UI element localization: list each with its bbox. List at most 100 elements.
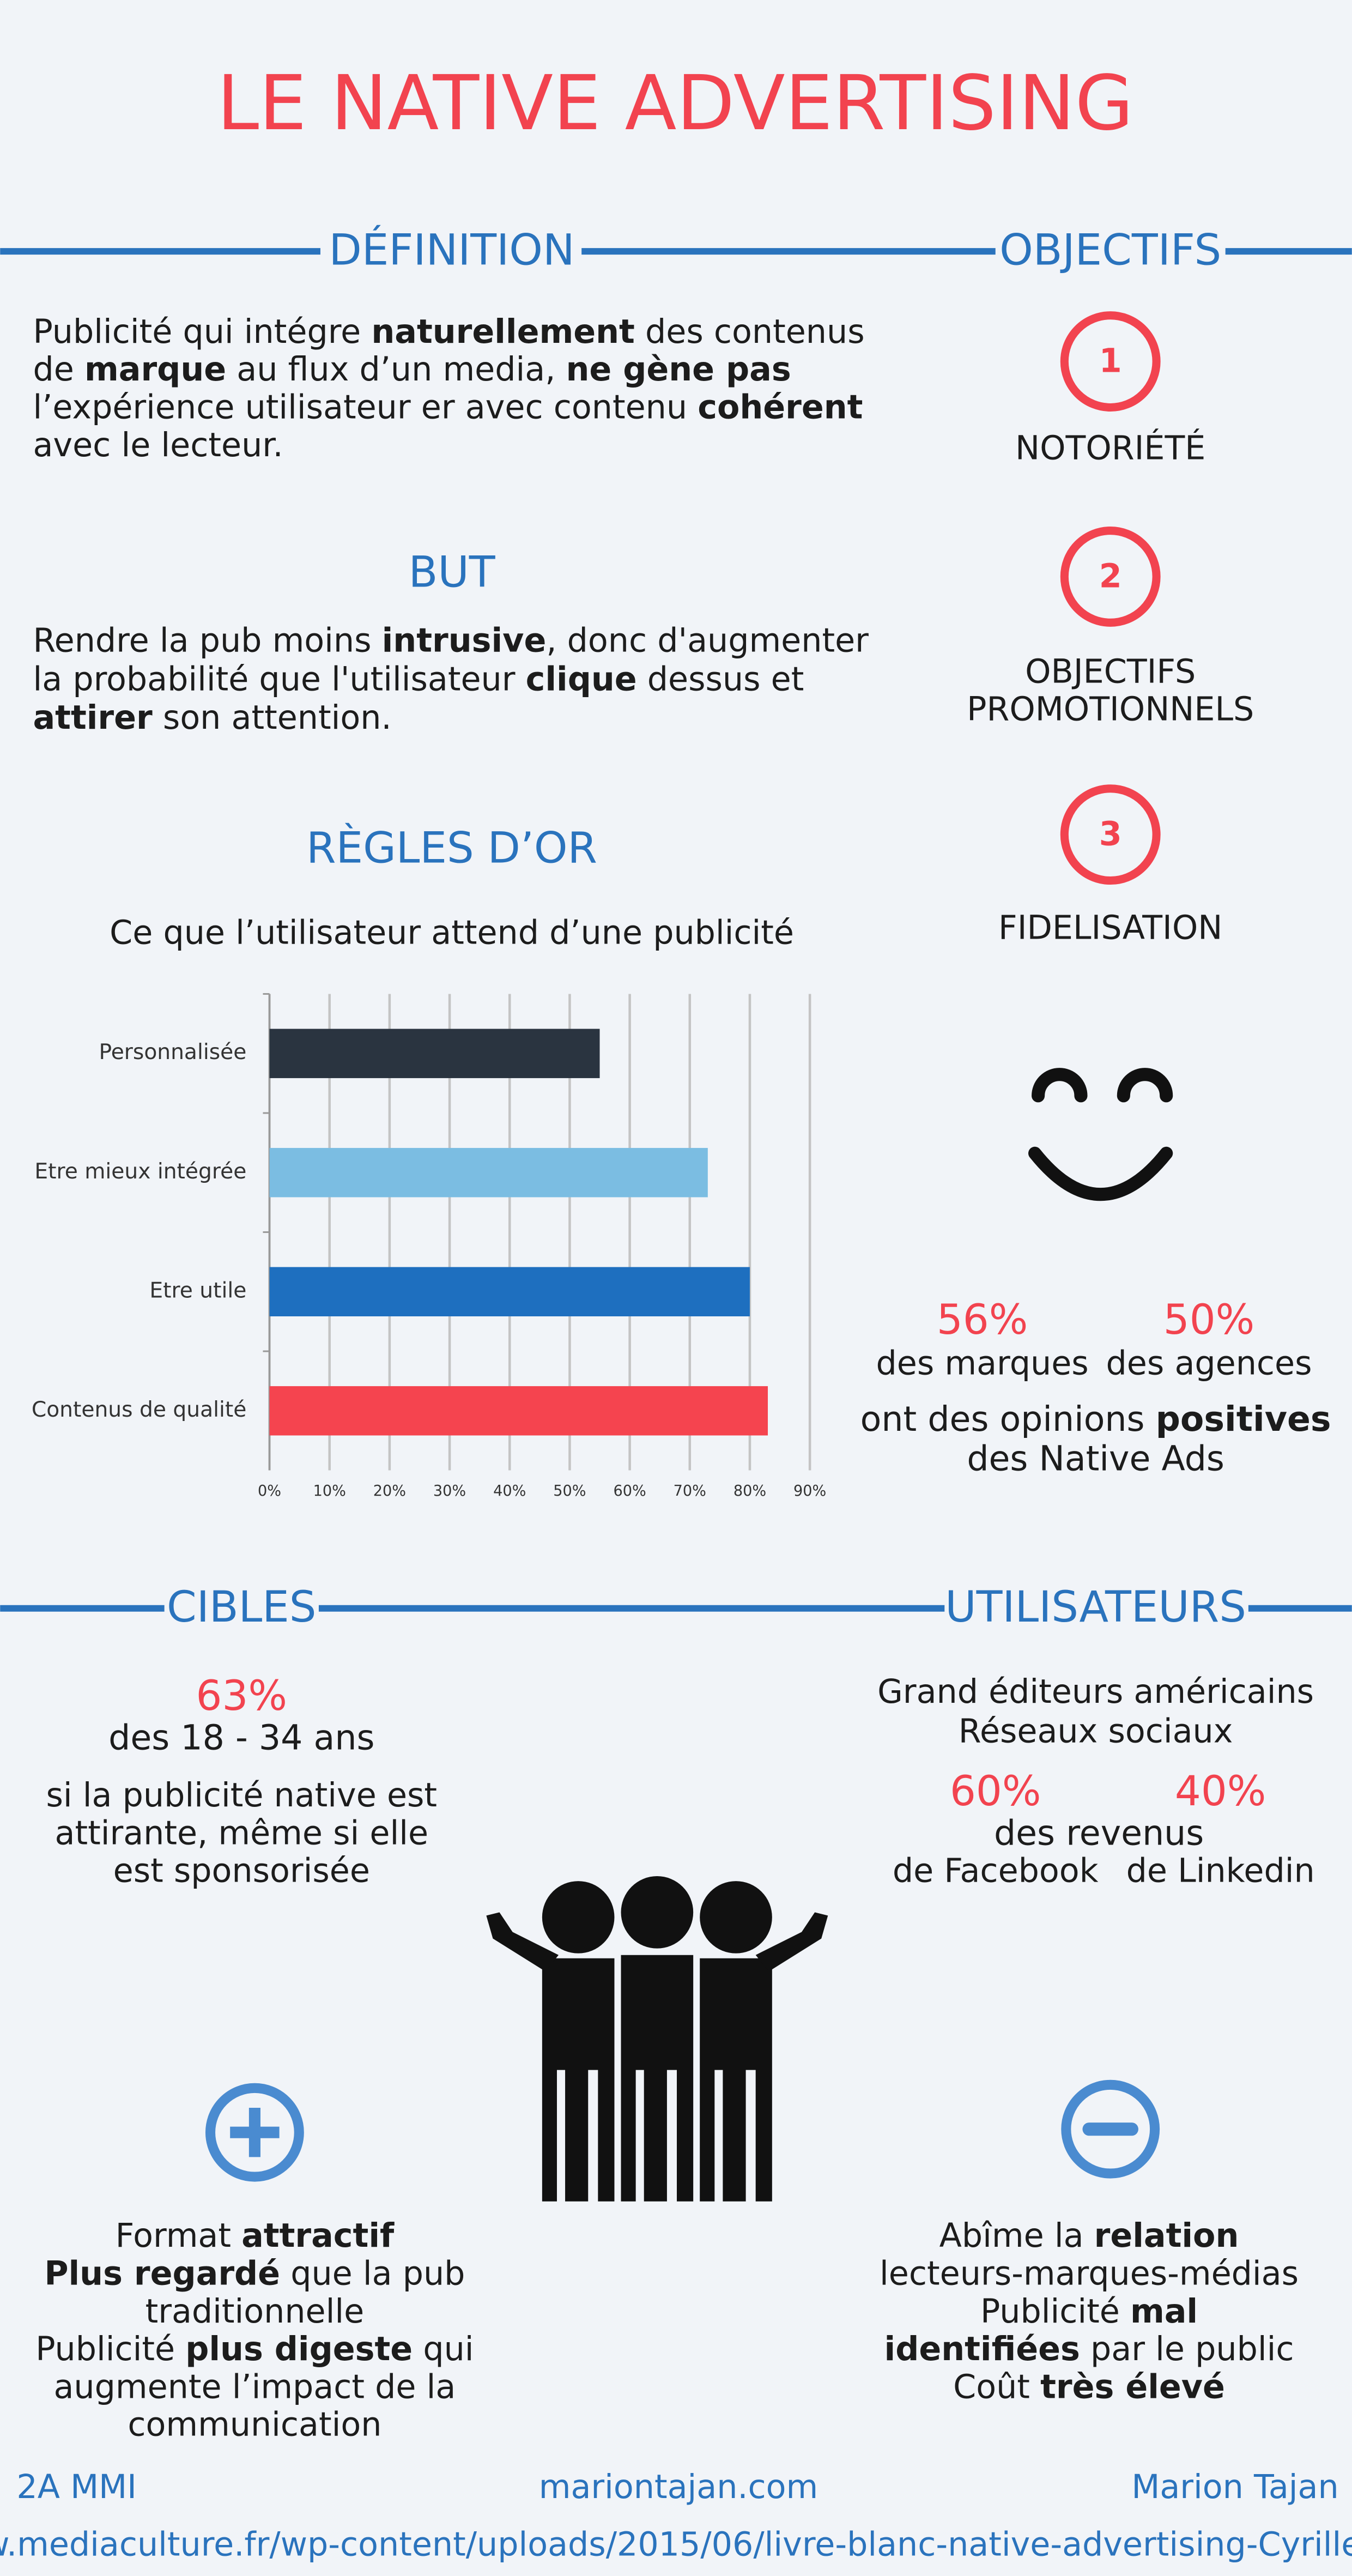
text-line: Publicité mal [980,2292,1198,2330]
title: LE NATIVE ADVERTISING [217,59,1133,147]
objective-number: 1 [1099,342,1122,380]
text-run: Format [116,2217,242,2255]
section-heading: BUT [409,547,496,597]
text-run: communication [128,2405,381,2444]
x-tick-label: 30% [433,1483,466,1499]
stat: 40% [1175,1767,1266,1815]
text-run: naturellement [371,312,634,350]
text-run: identifiées [884,2330,1080,2368]
bar [269,1148,708,1198]
people-icon [486,1876,828,2202]
text-line: ont des opinions positives [860,1399,1331,1439]
objective-number: 3 [1099,815,1122,854]
text-line: attirante, même si elle [55,1814,429,1852]
text-run: avec le lecteur. [33,426,283,464]
stat: 50% [1163,1296,1254,1344]
text-run: attractif [241,2217,395,2255]
objective-label: NOTORIÉTÉ [1015,428,1205,467]
text-run: clique [526,660,637,698]
text-run: Rendre la pub moins [33,621,382,660]
x-tick-label: 10% [313,1483,346,1499]
pro-con-icons [205,2079,1160,2182]
text-run: ne gène pas [566,350,791,389]
text-run: plus digeste [185,2330,413,2368]
x-tick-label: 40% [493,1483,526,1499]
chart-title: Ce que l’utilisateur attend d’une public… [110,914,794,952]
minus-icon [1061,2079,1160,2179]
text-run: lecteurs-marques-médias [880,2254,1299,2293]
text-run: intrusive [382,621,547,660]
text-line: avec le lecteur. [33,426,283,464]
mouth [1028,1146,1173,1201]
text-line: Grand éditeurs américains [877,1673,1314,1711]
text-run: de [33,350,84,389]
bar [269,1029,600,1078]
text-line: Rendre la pub moins intrusive, donc d'au… [33,621,869,660]
text-line: l’expérience utilisateur er avec contenu… [33,388,863,426]
text-line: Format attractif [116,2217,395,2255]
stat: 56% [937,1296,1028,1344]
bar [269,1386,768,1436]
eye [1032,1068,1088,1103]
stat-label: de Facebook [893,1852,1099,1890]
plus-icon [205,2083,304,2182]
stat-label: des agences [1106,1344,1312,1382]
text-run: Abîme la [939,2217,1094,2255]
text-line: attirer son attention. [33,699,392,737]
section-heading: CIBLES [167,1582,317,1632]
y-tick-label: Contenus de qualité [32,1398,246,1422]
text-line: est sponsorisée [113,1852,370,1890]
x-tick-label: 90% [793,1483,826,1499]
text-run: l’expérience utilisateur er avec contenu [33,388,698,426]
objective-label: PROMOTIONNELS [967,691,1254,729]
text-run: positives [1156,1399,1331,1439]
text-run: marque [84,350,226,389]
text-line: Publicité qui intégre naturellement des … [33,312,865,350]
text-line: Coût très élevé [953,2368,1225,2406]
text-run: attirer [33,699,153,737]
circle [1060,784,1161,885]
text-run: dessus et [637,660,804,698]
text-run: son attention. [153,699,392,737]
stat-label: des marques [876,1344,1089,1382]
objective-label: FIDELISATION [998,909,1222,947]
text-line: traditionnelle [145,2292,365,2330]
number-circles [1060,311,1161,885]
text-line: augmente l’impact de la [53,2368,456,2406]
x-tick-label: 70% [674,1483,706,1499]
text-line: Réseaux sociaux [959,1712,1233,1750]
text-line: la probabilité que l'utilisateur clique … [33,660,804,698]
text-run: très élevé [1040,2368,1225,2406]
text-run: des Native Ads [967,1438,1224,1478]
text-run: ont des opinions [860,1399,1156,1439]
text-line: Plus regardé que la pub [44,2254,465,2293]
text-line: si la publicité native est [46,1776,437,1815]
text-run: Publicité qui intégre [33,312,372,350]
text-run: Plus regardé [44,2254,280,2293]
x-tick-label: 20% [373,1483,406,1499]
text-run: Publicité [35,2330,185,2368]
y-tick-label: Etre utile [149,1278,246,1303]
section-heading: OBJECTIFS [999,226,1221,275]
bar-chart: 0% 10% 20% 30% 40% 50% 60% 70% 80% 90% Personnalis… [32,993,826,1499]
footer-left: 2A MMI [16,2468,137,2506]
text-run: , donc d'augmenter [546,621,869,660]
footer-center: mariontajan.com [539,2468,819,2506]
text-run: que la pub [280,2254,465,2293]
text-run: la probabilité que l'utilisateur [33,660,526,698]
x-tick-label: 50% [553,1483,586,1499]
smiley-icon [1028,1068,1173,1201]
text-line: des Native Ads [967,1438,1224,1478]
text-run: au flux d’un media, [226,350,566,389]
text-run: traditionnelle [145,2292,365,2330]
stat-label: des revenus [994,1812,1204,1853]
text-run: mal [1130,2292,1198,2330]
source-url: http://www.mediaculture.fr/wp-content/up… [0,2525,1352,2563]
text-line: lecteurs-marques-médias [880,2254,1299,2293]
section-heading: RÈGLES D’OR [306,823,597,873]
text-run: cohérent [698,388,863,426]
y-tick-label: Personnalisée [99,1040,246,1065]
